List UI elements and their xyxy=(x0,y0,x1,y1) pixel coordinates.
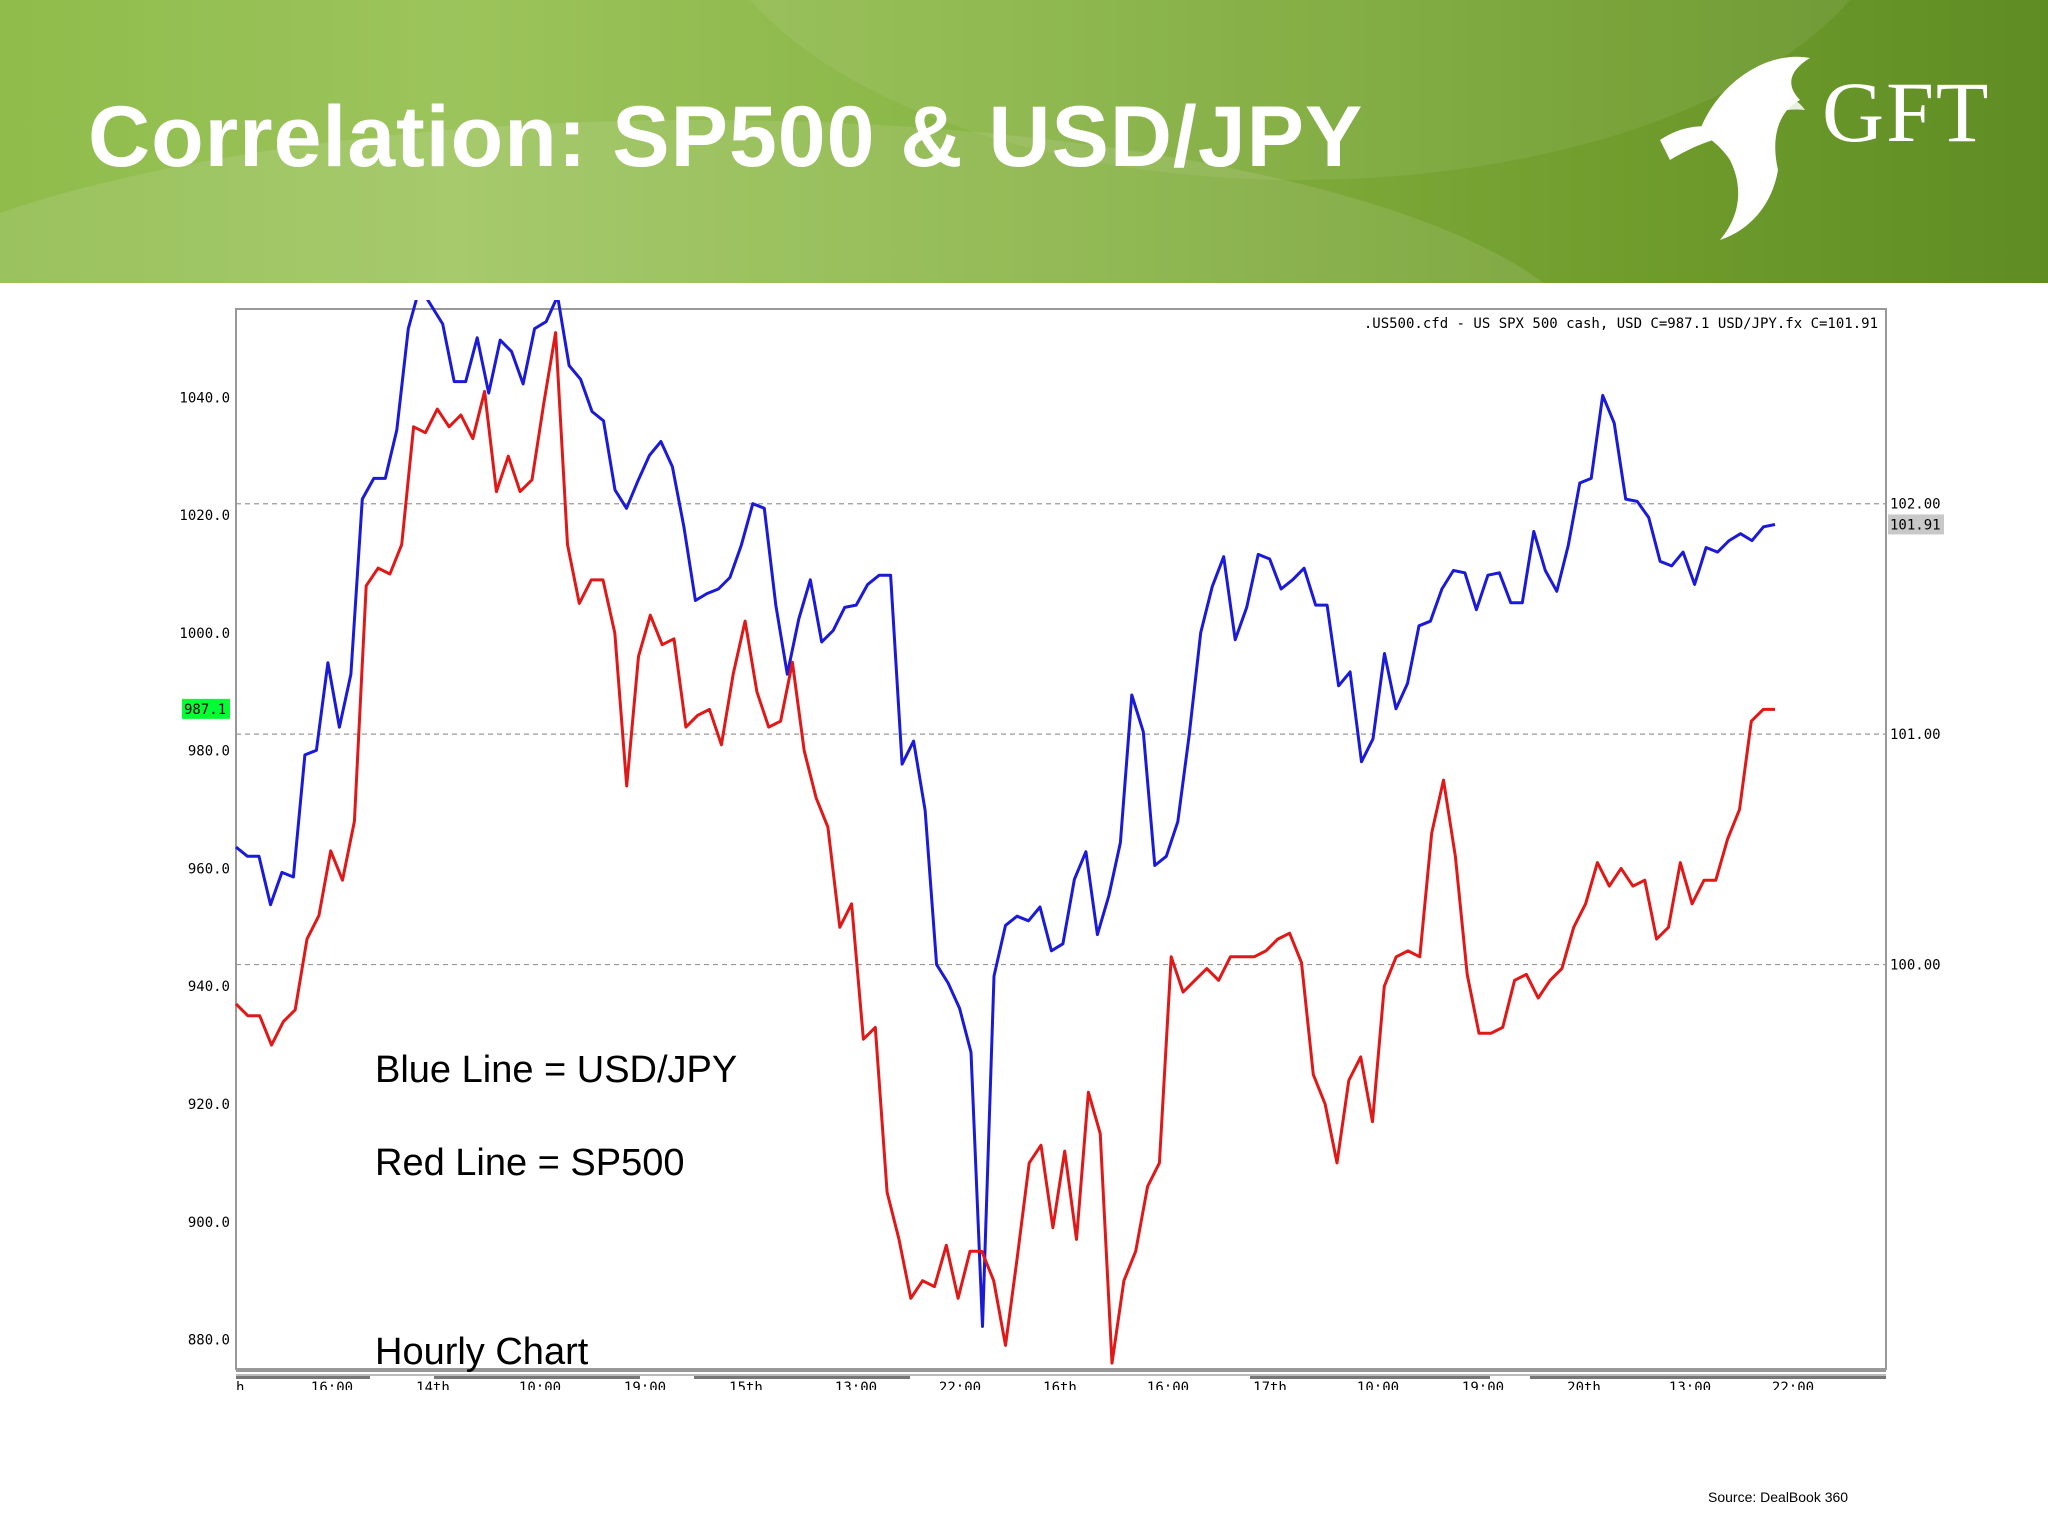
y-tick-label: 980.0 xyxy=(188,744,230,760)
y-tick-label: 960.0 xyxy=(188,861,230,877)
day-separator xyxy=(1250,1376,1490,1379)
x-tick-label: 10:00 xyxy=(1357,1380,1399,1390)
x-axis: h 16:00 14th 10:00 19:00 15th 13:00 22:00 16th 16… xyxy=(236,1380,1814,1390)
x-tick-label: 16th xyxy=(1043,1380,1077,1390)
y-tick-label: 1020.0 xyxy=(179,508,230,524)
series-line-sp500 xyxy=(234,331,1775,1365)
right-axis: 102.00 101.00 100.00 xyxy=(1890,497,1941,974)
grid-lines xyxy=(236,503,1886,966)
current-value-label: 101.91 xyxy=(1890,517,1941,533)
x-tick-label: 17th xyxy=(1253,1380,1287,1390)
correlation-chart: .US500.cfd - US SPX 500 cash, USD C=987.… xyxy=(179,300,1944,1390)
x-tick-label: 22:00 xyxy=(1772,1380,1814,1390)
lion-head-icon xyxy=(1660,56,1810,240)
day-separator xyxy=(694,1376,910,1379)
day-separator xyxy=(236,1376,370,1379)
x-tick-label: 16:00 xyxy=(1147,1380,1189,1390)
y-tick-label-right: 102.00 xyxy=(1890,497,1941,513)
x-tick-label: 15th xyxy=(729,1380,763,1390)
y-tick-label: 900.0 xyxy=(188,1215,230,1231)
source-note: Source: DealBook 360 xyxy=(1708,1489,1849,1505)
y-tick-label: 880.0 xyxy=(188,1333,230,1349)
y-tick-label: 1000.0 xyxy=(179,626,230,642)
plot-frame xyxy=(235,308,1887,1370)
chart-legend: .US500.cfd - US SPX 500 cash, USD C=987.… xyxy=(1364,316,1878,332)
x-tick-label: 10:00 xyxy=(519,1380,561,1390)
day-separator xyxy=(434,1376,640,1379)
annotation-blue-line: Blue Line = USD/JPY xyxy=(375,1049,737,1091)
slide-title: Correlation: SP500 & USD/JPY xyxy=(88,89,1364,185)
x-tick-label: 14th xyxy=(416,1380,450,1390)
x-tick-label: 20th xyxy=(1567,1380,1601,1390)
y-tick-label: 940.0 xyxy=(188,979,230,995)
y-tick-label-right: 101.00 xyxy=(1890,727,1941,743)
x-tick-label: 19:00 xyxy=(624,1380,666,1390)
x-tick-label: 13:00 xyxy=(1669,1380,1711,1390)
x-tick-label: 16:00 xyxy=(311,1380,353,1390)
left-axis: 1040.0 1020.0 1000.0 980.0 960.0 940.0 920.0 90… xyxy=(179,390,230,1348)
series-line-usdjpy xyxy=(235,300,1776,1328)
x-tick-label: 22:00 xyxy=(939,1380,981,1390)
y-tick-label: 1040.0 xyxy=(179,390,230,406)
x-tick-label: 13:00 xyxy=(835,1380,877,1390)
header-banner: Correlation: SP500 & USD/JPY GFT xyxy=(0,0,2048,283)
current-value-tag-sp500 xyxy=(182,698,230,719)
current-value-label: 987.1 xyxy=(184,702,226,718)
x-tick-label: 19:00 xyxy=(1462,1380,1504,1390)
logo-wordmark: GFT xyxy=(1822,64,1991,160)
current-value-tag-usdjpy xyxy=(1888,514,1944,535)
x-tick-label: h xyxy=(236,1380,244,1390)
annotation-hourly-chart: Hourly Chart xyxy=(375,1331,589,1373)
annotation-red-line: Red Line = SP500 xyxy=(375,1142,685,1184)
day-separator xyxy=(1530,1376,1886,1379)
y-tick-label-right: 100.00 xyxy=(1890,958,1941,974)
y-tick-label: 920.0 xyxy=(188,1097,230,1113)
day-separators xyxy=(236,1376,1886,1379)
